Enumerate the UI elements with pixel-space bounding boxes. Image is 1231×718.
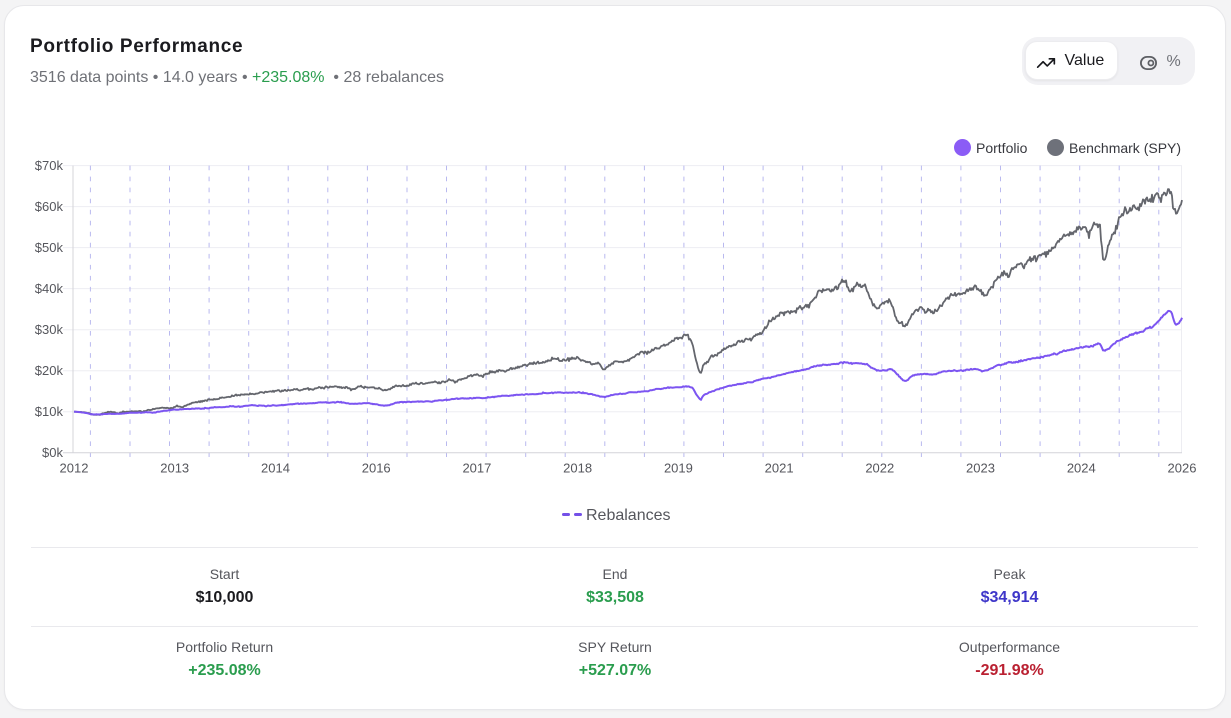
svg-text:2017: 2017 [462,461,491,476]
svg-text:$10k: $10k [35,404,64,419]
svg-text:$20k: $20k [35,363,64,378]
svg-text:$30k: $30k [35,322,64,337]
svg-text:2013: 2013 [160,461,189,476]
svg-text:2026: 2026 [1168,461,1197,476]
svg-text:$50k: $50k [35,240,64,255]
svg-text:2019: 2019 [664,461,693,476]
svg-text:2021: 2021 [765,461,794,476]
svg-text:2014: 2014 [261,461,290,476]
svg-text:$40k: $40k [35,281,64,296]
svg-text:$60k: $60k [35,199,64,214]
svg-text:2016: 2016 [362,461,391,476]
svg-text:2024: 2024 [1067,461,1096,476]
svg-text:2012: 2012 [60,461,89,476]
svg-text:2023: 2023 [966,461,995,476]
svg-text:2018: 2018 [563,461,592,476]
svg-text:2022: 2022 [865,461,894,476]
svg-text:$0k: $0k [42,445,63,460]
svg-text:$70k: $70k [35,158,64,173]
